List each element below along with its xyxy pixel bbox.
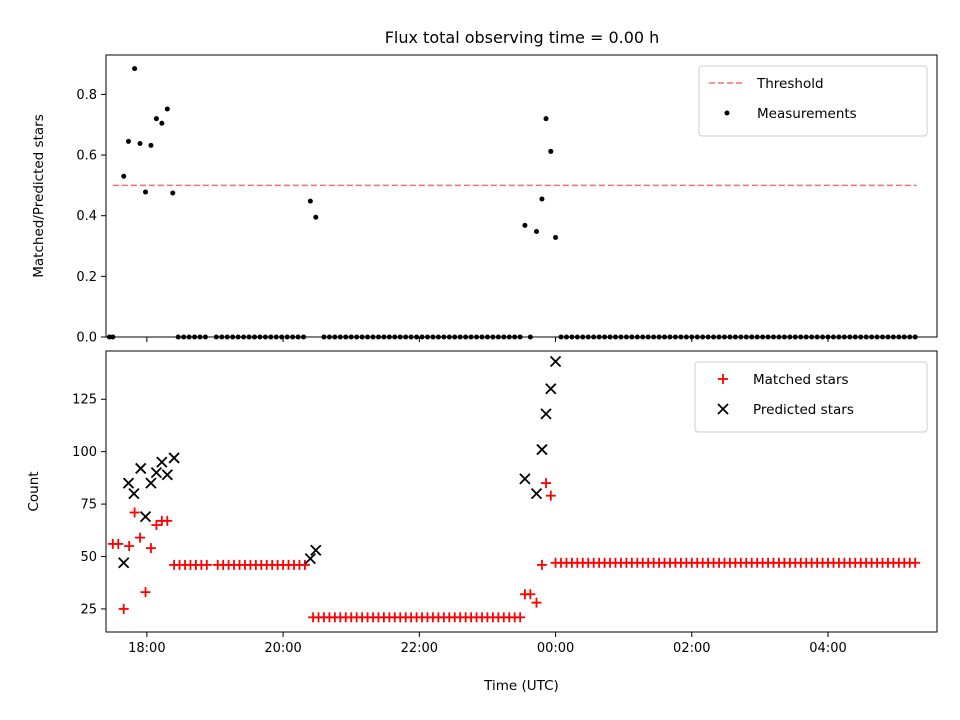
y-tick-label: 0.4	[76, 209, 97, 224]
matched-star-point	[525, 589, 536, 600]
matched-star-point	[536, 559, 547, 570]
x-axis-label: Time (UTC)	[483, 678, 559, 694]
legend-label: Predicted stars	[753, 402, 854, 418]
predicted-star-point	[549, 355, 562, 368]
matched-star-point	[545, 490, 556, 501]
x-tick-label: 00:00	[537, 641, 574, 656]
x-tick-label: 04:00	[809, 641, 846, 656]
measurement-point	[533, 228, 539, 234]
legend-measurement-swatch	[724, 110, 730, 116]
legend-label: Threshold	[756, 76, 824, 92]
plot-frame	[105, 350, 938, 633]
predicted-star-point	[150, 466, 163, 479]
flux-ratio-panel: 0.0 0.2 0.4 0.6 0.8 Matched/Predicted stars Th…	[31, 54, 938, 346]
matched-star-point	[515, 612, 526, 623]
matched-star-point	[299, 559, 310, 570]
measurement-point	[121, 173, 127, 179]
y-tick-label: 75	[80, 498, 97, 513]
x-tick-label: 22:00	[401, 641, 438, 656]
predicted-star-point	[156, 456, 168, 468]
y-axis-label: Count	[26, 471, 42, 511]
predicted-star-point	[304, 552, 316, 565]
matched-star-point	[531, 597, 542, 608]
y-tick-label: 100	[72, 445, 97, 460]
predicted-star-point	[139, 511, 152, 523]
matched-star-point	[140, 587, 151, 598]
measurement-point	[170, 190, 176, 196]
measurement-point	[548, 148, 554, 154]
measurement-point	[132, 66, 138, 72]
legend-label: Measurements	[757, 106, 857, 122]
measurement-point	[148, 142, 154, 148]
legend-matched-swatch	[718, 374, 728, 384]
x-tick-label: 18:00	[128, 641, 165, 656]
predicted-star-point	[530, 487, 543, 500]
predicted-star-point	[118, 557, 130, 569]
y-tick-label: 0.0	[76, 331, 97, 346]
legend: Matched stars Predicted stars	[694, 361, 928, 433]
legend: Threshold Measurements	[698, 65, 928, 137]
legend-label: Matched stars	[753, 372, 849, 388]
predicted-star-point	[545, 383, 557, 395]
measurement-point	[143, 189, 149, 195]
matched-star-point	[910, 557, 921, 568]
predicted-star-point	[540, 408, 552, 420]
measurement-point	[313, 214, 319, 220]
predicted-star-point	[168, 452, 180, 464]
matched-star-point	[129, 507, 140, 518]
measurement-point	[543, 116, 549, 122]
predicted-star-point	[161, 469, 173, 481]
predicted-star-point	[128, 487, 140, 500]
x-tick-label: 20:00	[264, 641, 301, 656]
matched-star-point	[145, 543, 156, 554]
predicted-star-point	[310, 544, 322, 556]
star-count-panel: 18:00 20:00 22:00 00:00 02:00 04:00 25 50 75 100 1…	[26, 350, 938, 694]
predicted-star-point	[135, 462, 147, 475]
y-axis-label: Matched/Predicted stars	[31, 114, 47, 277]
predicted-star-point	[519, 473, 531, 485]
matched-star-point	[541, 478, 552, 489]
y-tick-label: 0.8	[76, 88, 97, 103]
measurement-point	[307, 198, 313, 204]
legend-box	[698, 65, 928, 137]
measurement-point	[164, 106, 170, 112]
matched-star-point	[201, 559, 212, 570]
chart-title: Flux total observing time = 0.00 h	[385, 28, 660, 47]
y-tick-label: 25	[80, 602, 97, 617]
matched-star-point	[162, 515, 173, 526]
predicted-star-point	[536, 443, 548, 456]
matched-star-point	[135, 532, 146, 543]
measurement-point	[137, 141, 143, 147]
measurement-point	[553, 235, 559, 241]
measurement-point	[159, 120, 165, 126]
measurement-point	[125, 138, 131, 144]
y-tick-label: 125	[72, 393, 97, 408]
matched-star-point	[118, 603, 129, 614]
predicted-star-point	[122, 477, 135, 489]
measurement-point	[153, 116, 159, 122]
plot-frame	[105, 54, 938, 338]
matched-star-point	[124, 541, 135, 552]
x-tick-label: 02:00	[673, 641, 710, 656]
measurement-point	[539, 196, 545, 202]
y-tick-label: 50	[80, 550, 97, 565]
matched-star-point	[151, 520, 162, 531]
matched-star-point	[113, 538, 124, 549]
measurement-point	[522, 222, 528, 228]
y-tick-label: 0.2	[76, 270, 97, 285]
legend-box	[694, 361, 928, 433]
predicted-star-point	[145, 477, 157, 489]
legend-predicted-swatch	[717, 403, 729, 415]
y-tick-label: 0.6	[76, 149, 97, 164]
